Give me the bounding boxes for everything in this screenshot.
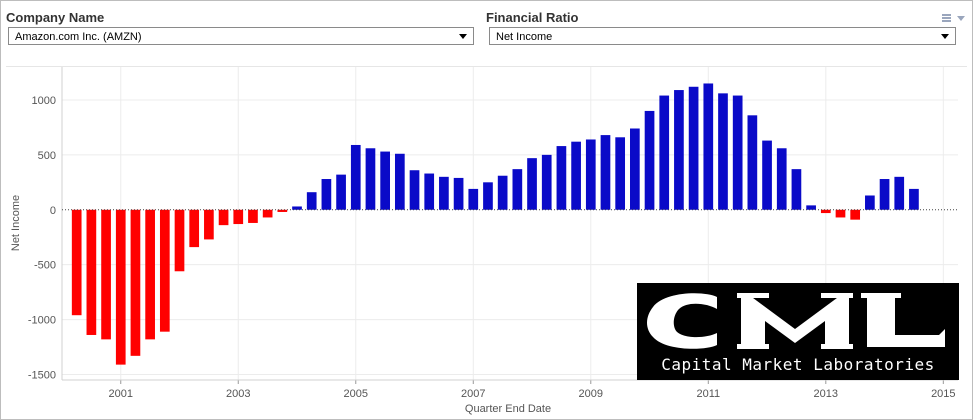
bar[interactable]	[909, 188, 919, 210]
bar[interactable]	[468, 188, 479, 210]
bar[interactable]	[189, 209, 200, 248]
company-select[interactable]: Amazon.com Inc. (AMZN)	[8, 27, 474, 45]
bar[interactable]	[350, 144, 361, 210]
logo-tagline: Capital Market Laboratories	[661, 355, 935, 374]
x-tick-label: 2001	[109, 388, 133, 400]
bar[interactable]	[512, 169, 523, 210]
y-tick-label: 0	[50, 205, 56, 217]
bar[interactable]	[365, 148, 376, 210]
y-tick-label: 500	[38, 150, 56, 162]
y-axis-label: Net Income	[10, 195, 22, 251]
bar[interactable]	[439, 176, 449, 210]
bar[interactable]	[556, 146, 567, 210]
cml-logo-mark	[647, 293, 945, 349]
x-tick-label: 2003	[226, 388, 250, 400]
bar[interactable]	[218, 209, 229, 226]
bar[interactable]	[806, 205, 816, 210]
menu-caret-icon[interactable]	[957, 16, 965, 21]
bar[interactable]	[703, 83, 714, 210]
bar[interactable]	[145, 209, 155, 340]
bar[interactable]	[776, 148, 787, 210]
dropdown-arrow-icon	[941, 34, 949, 39]
bar[interactable]	[835, 209, 846, 218]
bar[interactable]	[336, 174, 346, 210]
bar[interactable]	[409, 170, 420, 210]
x-tick-label: 2005	[344, 388, 368, 400]
bar[interactable]	[248, 209, 258, 223]
bar[interactable]	[424, 173, 435, 210]
axes: 1000 500 0 -500 -1000 -1500 2001 2003 2005 2007 20…	[28, 67, 958, 400]
x-tick-label: 2013	[814, 388, 838, 400]
bar[interactable]	[453, 177, 464, 210]
bar[interactable]	[674, 90, 684, 210]
bar[interactable]	[527, 158, 537, 210]
y-tick-label: 1000	[32, 95, 56, 107]
x-tick-label: 2009	[579, 388, 603, 400]
bar[interactable]	[747, 115, 758, 210]
ratio-select[interactable]: Net Income	[489, 27, 956, 45]
ratio-filter-label: Financial Ratio	[486, 10, 579, 25]
bar[interactable]	[174, 209, 185, 272]
bar[interactable]	[879, 179, 890, 210]
bar[interactable]	[615, 137, 626, 210]
bar[interactable]	[204, 209, 214, 240]
y-tick-label: -500	[34, 260, 56, 272]
bar[interactable]	[659, 95, 670, 210]
bars	[71, 83, 919, 365]
bar[interactable]	[86, 209, 97, 335]
bar[interactable]	[115, 209, 126, 365]
bar[interactable]	[233, 209, 244, 225]
bar[interactable]	[277, 209, 288, 212]
bar[interactable]	[321, 179, 332, 210]
cml-logo: Capital Market Laboratories	[637, 283, 959, 380]
bar[interactable]	[71, 209, 82, 316]
x-tick-label: 2011	[696, 388, 720, 400]
menu-icon[interactable]	[942, 14, 951, 22]
company-filter-label: Company Name	[6, 10, 105, 25]
bar[interactable]	[865, 195, 875, 210]
dropdown-arrow-icon	[459, 34, 467, 39]
bar[interactable]	[850, 209, 861, 220]
bar[interactable]	[585, 139, 596, 210]
ratio-select-value: Net Income	[496, 31, 553, 43]
bar[interactable]	[820, 209, 831, 214]
bar[interactable]	[732, 95, 743, 210]
bar[interactable]	[262, 209, 273, 218]
x-tick-label: 2007	[461, 388, 485, 400]
bar[interactable]	[791, 169, 802, 210]
company-select-value: Amazon.com Inc. (AMZN)	[15, 31, 142, 43]
bar[interactable]	[600, 135, 611, 210]
y-tick-label: -1500	[28, 370, 56, 382]
bar[interactable]	[101, 209, 111, 340]
bar[interactable]	[644, 110, 655, 210]
bar[interactable]	[483, 182, 493, 210]
x-axis-label: Quarter End Date	[465, 403, 551, 415]
bar[interactable]	[762, 140, 772, 210]
bar[interactable]	[497, 175, 508, 210]
bar[interactable]	[306, 192, 317, 210]
x-tick-label: 2015	[931, 388, 955, 400]
divider	[6, 66, 967, 67]
bar[interactable]	[894, 176, 905, 210]
bar[interactable]	[380, 151, 390, 210]
y-tick-label: -1000	[28, 315, 56, 327]
bar[interactable]	[630, 128, 640, 210]
bar[interactable]	[541, 154, 552, 210]
bar[interactable]	[394, 153, 405, 210]
bar[interactable]	[130, 209, 141, 356]
bar[interactable]	[718, 93, 728, 210]
bar[interactable]	[571, 141, 581, 210]
bar[interactable]	[159, 209, 170, 332]
bar[interactable]	[688, 86, 699, 210]
bar[interactable]	[292, 206, 302, 210]
